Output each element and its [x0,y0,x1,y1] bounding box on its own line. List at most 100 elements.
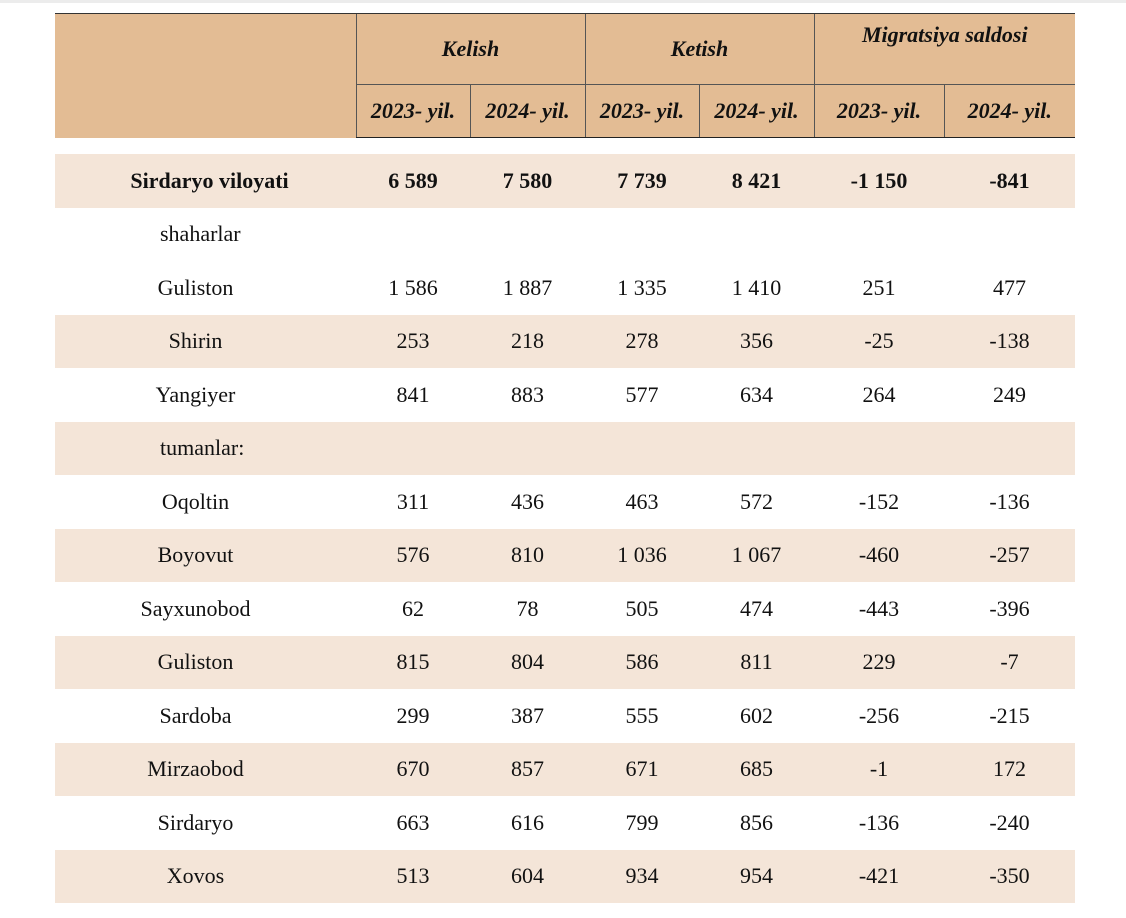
value-cell: -257 [944,528,1076,582]
header-year-cell: 2023- yil. [813,84,944,138]
row-label: Xovos [55,849,356,903]
value-cell: 436 [511,488,544,514]
table-row: Mirzaobod 670 857 671 685 -1 172 [55,742,1076,796]
value-cell: 1 036 [585,528,699,582]
value-cell: 883 [511,381,544,407]
section-label: shaharlar [160,221,241,247]
row-label: Sardoba [159,702,232,728]
value-cell: 815 [356,635,470,689]
value-cell: 172 [944,742,1076,796]
value-cell: -138 [944,314,1076,368]
value-cell: -350 [944,849,1076,903]
header-year-cell: 2023- yil. [355,84,470,138]
value-cell: 811 [699,635,814,689]
value-cell: 264 [862,381,896,407]
value-cell: 356 [699,314,814,368]
value-cell: 616 [511,809,544,835]
table-row: Sirdaryo 663 616 799 856 -136 -240 [55,796,1075,850]
row-label: Oqoltin [161,488,230,514]
table-row-total: Sirdaryo viloyati 6 589 7 580 7 739 8 42… [55,154,1076,208]
value-cell: 513 [356,849,470,903]
value-cell: 278 [585,314,699,368]
header-group-migratsiya-saldosi: Migratsiya saldosi [813,13,1076,85]
value-cell: 299 [396,702,430,728]
value-cell: 218 [470,314,585,368]
table-row: Guliston 1 586 1 887 1 335 1 410 251 477 [55,261,1075,315]
table-row: Boyovut 576 810 1 036 1 067 -460 -257 [55,528,1076,582]
value-cell: 311 [396,488,430,514]
value-cell: 954 [699,849,814,903]
table-row: Shirin 253 218 278 356 -25 -138 [55,314,1076,368]
value-cell: 555 [625,702,659,728]
value-cell: -215 [989,702,1030,728]
value-cell: 685 [699,742,814,796]
table-row-section: tumanlar: [55,421,1076,475]
value-cell: 671 [585,742,699,796]
header-corner-cell [55,13,356,138]
table-row: Sayxunobod 62 78 505 474 -443 -396 [55,582,1075,636]
row-label: Shirin [55,314,356,368]
value-cell: 474 [740,595,773,621]
value-cell: -1 150 [814,154,944,208]
value-cell: -240 [989,809,1030,835]
value-cell: 810 [470,528,585,582]
value-cell: -396 [989,595,1030,621]
row-label: Sayxunobod [140,595,251,621]
table-row: Yangiyer 841 883 577 634 264 249 [55,368,1075,422]
value-cell: 934 [585,849,699,903]
value-cell: 572 [740,488,773,514]
value-cell: 7 580 [470,154,585,208]
value-cell: 1 335 [617,274,667,300]
row-label: Sirdaryo viloyati [55,154,356,208]
value-cell: 1 586 [388,274,438,300]
value-cell: 6 589 [356,154,470,208]
value-cell: 577 [625,381,659,407]
value-cell: -7 [944,635,1076,689]
value-cell: 505 [625,595,659,621]
value-cell: -443 [858,595,900,621]
table-header: Kelish Ketish Migratsiya saldosi 2023- y… [55,13,1076,138]
table-row: Sardoba 299 387 555 602 -256 -215 [55,689,1075,743]
value-cell: 8 421 [699,154,814,208]
value-cell: 253 [356,314,470,368]
migration-table-container: Kelish Ketish Migratsiya saldosi 2023- y… [55,13,1076,903]
value-cell: 1 410 [731,274,782,300]
header-year-cell: 2024- yil. [698,84,814,138]
row-label: Sirdaryo [157,809,234,835]
value-cell: -1 [814,742,944,796]
row-label: Mirzaobod [55,742,356,796]
row-label: Yangiyer [155,381,236,407]
value-cell: -152 [858,488,900,514]
value-cell: 799 [625,809,659,835]
value-cell: -136 [989,488,1030,514]
row-label: Guliston [157,274,234,300]
value-cell: 463 [625,488,659,514]
value-cell: -136 [858,809,900,835]
value-cell: 249 [993,381,1026,407]
value-cell: -460 [814,528,944,582]
value-cell: 576 [356,528,470,582]
table-row: Guliston 815 804 586 811 229 -7 [55,635,1076,689]
value-cell: -841 [944,154,1076,208]
header-year-cell: 2024- yil. [469,84,585,138]
value-cell: 78 [516,595,539,621]
value-cell: 477 [993,274,1026,300]
value-cell: 804 [470,635,585,689]
value-cell: -25 [814,314,944,368]
value-cell: 856 [740,809,773,835]
header-body-gap [55,137,1076,154]
value-cell: 634 [740,381,773,407]
value-cell: 62 [402,595,424,621]
value-cell: 387 [511,702,544,728]
table-body: Sirdaryo viloyati 6 589 7 580 7 739 8 42… [55,137,1076,903]
value-cell: -421 [814,849,944,903]
value-cell: 602 [740,702,773,728]
table-row-section: shaharlar [55,208,1075,262]
value-cell: 1 887 [502,274,553,300]
value-cell: 604 [470,849,585,903]
table-row: Xovos 513 604 934 954 -421 -350 [55,849,1076,903]
value-cell: 251 [862,274,896,300]
table-row: Oqoltin 311 436 463 572 -152 -136 [55,475,1075,529]
value-cell: 7 739 [585,154,699,208]
value-cell: 663 [396,809,430,835]
